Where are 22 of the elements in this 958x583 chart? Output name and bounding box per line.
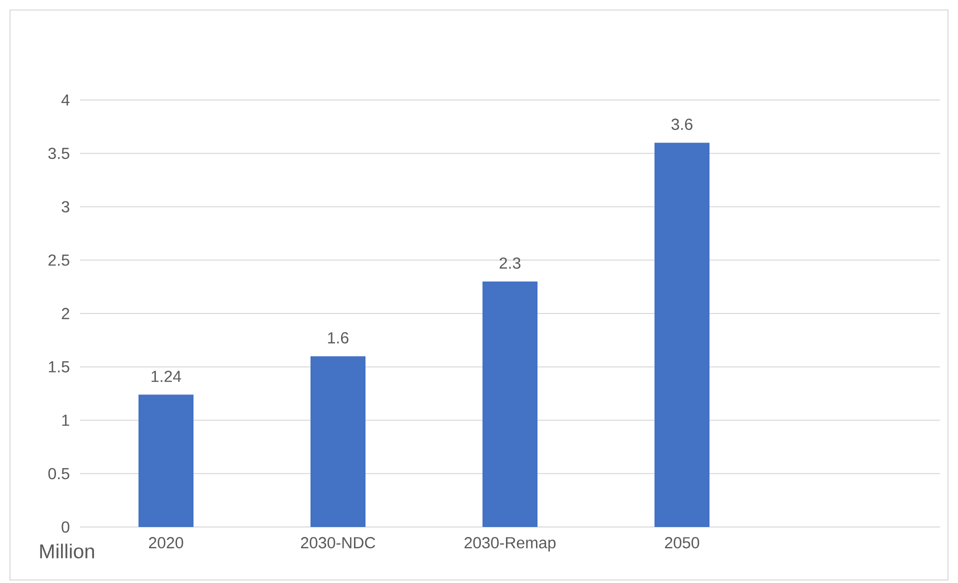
x-tick-label: 2030-NDC xyxy=(301,537,376,548)
bar xyxy=(310,356,366,527)
data-label: 1.24 xyxy=(152,370,182,382)
data-label: 2.3 xyxy=(500,257,520,269)
y-axis-title: Million xyxy=(40,544,94,558)
x-tick-label: 2030-Remap xyxy=(464,537,556,552)
bar xyxy=(482,281,538,527)
x-tick-label: 2020 xyxy=(149,537,184,548)
y-tick-label: 2 xyxy=(62,308,70,320)
data-label: 1.6 xyxy=(328,332,348,344)
bar xyxy=(654,142,710,527)
bar xyxy=(138,394,194,527)
data-label: 3.6 xyxy=(671,118,692,130)
y-tick-label: 0.5 xyxy=(48,468,70,480)
y-tick-label: 0 xyxy=(62,521,70,533)
y-tick-label: 1.5 xyxy=(48,361,70,372)
y-tick-label: 3.5 xyxy=(48,148,70,160)
x-tick-label: 2050 xyxy=(665,537,700,548)
y-tick-label: 2.5 xyxy=(48,254,70,266)
y-tick-label: 3 xyxy=(62,201,70,212)
y-tick-label: 4 xyxy=(61,94,70,106)
y-tick-label: 1 xyxy=(62,414,70,426)
